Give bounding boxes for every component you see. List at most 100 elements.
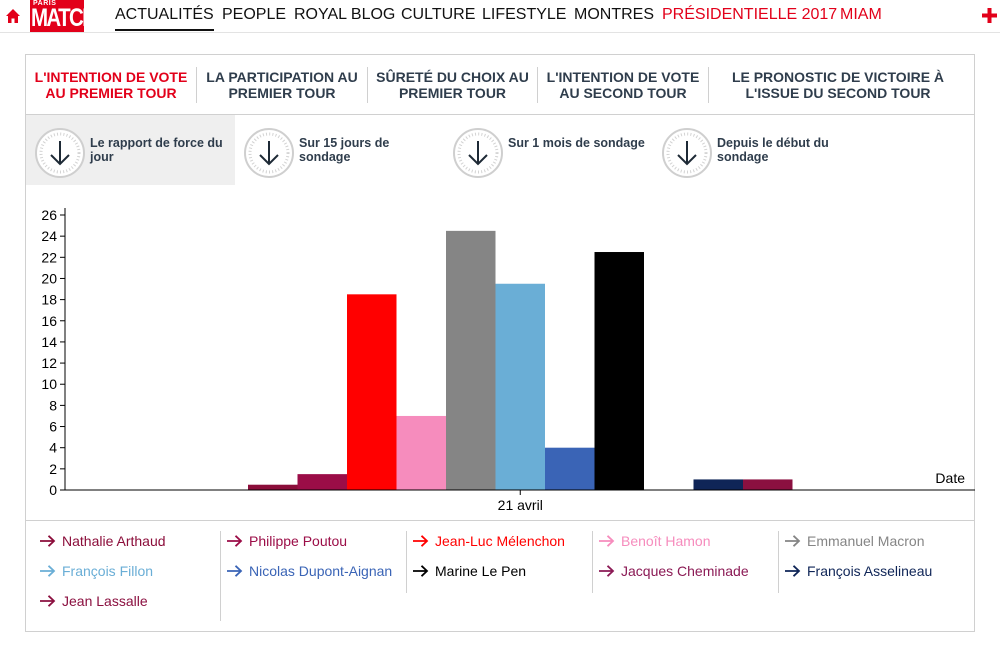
- clock-icon: [244, 128, 294, 178]
- logo-big-text: MATCH: [31, 4, 84, 32]
- arrow-right-icon: [599, 535, 615, 547]
- y-tick-label: 16: [41, 313, 57, 329]
- x-axis-title: Date: [935, 470, 965, 486]
- y-tick-label: 22: [41, 249, 57, 265]
- legend-divider: [220, 531, 221, 621]
- period-label-1-month: Sur 1 mois de sondage: [508, 136, 645, 150]
- nav-item-presidentielle-2017[interactable]: PRÉSIDENTIELLE 2017: [662, 6, 838, 23]
- plus-icon[interactable]: [981, 7, 998, 24]
- legend-label: Marine Le Pen: [435, 563, 527, 579]
- bar-jean-lassalle[interactable]: Jean Lassalle : 1: [743, 479, 793, 490]
- legend-label: Benoît Hamon: [621, 533, 711, 549]
- legend-item-emmanuel-macron[interactable]: Emmanuel Macron: [785, 533, 925, 549]
- bar-emmanuel-macron[interactable]: Emmanuel Macron : 24.5: [446, 230, 496, 490]
- bar-nicolas-dupont-aignan[interactable]: Nicolas Dupont-Aignan : 4: [545, 447, 595, 490]
- chart-legend: Nathalie Arthaud Philippe Poutou Jean-Luc …: [25, 520, 975, 632]
- y-tick-label: 0: [49, 482, 57, 498]
- arrow-right-icon: [40, 535, 56, 547]
- bar-benoit-hamon[interactable]: Benoît Hamon : 7: [396, 415, 447, 490]
- nav-item-culture[interactable]: CULTURE: [401, 6, 476, 23]
- clock-icon: [35, 128, 85, 178]
- period-button-today[interactable]: Le rapport de force du jour: [26, 115, 235, 185]
- legend-label: Jacques Cheminade: [621, 563, 749, 579]
- legend-label: François Fillon: [62, 563, 154, 579]
- legend-item-marine-le-pen[interactable]: Marine Le Pen: [413, 563, 526, 579]
- tab-participation-first-round[interactable]: LA PARTICIPATION AU PREMIER TOUR: [206, 69, 358, 101]
- y-tick-label: 26: [41, 207, 57, 223]
- legend-divider: [778, 531, 779, 593]
- legend-label: François Asselineau: [807, 563, 933, 579]
- legend-item-philippe-poutou[interactable]: Philippe Poutou: [227, 533, 347, 549]
- nav-item-lifestyle[interactable]: LIFESTYLE: [482, 6, 567, 23]
- legend-item-francois-fillon[interactable]: François Fillon: [40, 563, 153, 579]
- arrow-right-icon: [413, 565, 429, 577]
- bar-francois-asselineau[interactable]: François Asselineau : 1: [693, 479, 744, 490]
- poll-widget: L'INTENTION DE VOTE AU PREMIER TOUR LA P…: [25, 54, 975, 632]
- bar-nathalie-arthaud[interactable]: Nathalie Arthaud : 0.5: [248, 484, 298, 490]
- paris-match-logo[interactable]: PARIS MATCH: [30, 0, 84, 32]
- logo-small-text: PARIS: [33, 0, 57, 7]
- legend-label: Nicolas Dupont-Aignan: [249, 563, 393, 579]
- arrow-right-icon: [40, 565, 56, 577]
- legend-label: Nathalie Arthaud: [62, 533, 166, 549]
- nav-item-montres[interactable]: MONTRES: [574, 6, 654, 23]
- period-label-since-start: Depuis le début du sondage: [717, 136, 829, 164]
- legend-item-jean-lassalle[interactable]: Jean Lassalle: [40, 593, 148, 609]
- arrow-right-icon: [40, 595, 56, 607]
- tab-victory-forecast-second-round[interactable]: LE PRONOSTIC DE VICTOIRE À L'ISSUE DU SE…: [731, 69, 945, 101]
- y-tick-label: 12: [41, 355, 57, 371]
- nav-item-miam[interactable]: MIAM: [840, 6, 882, 23]
- y-tick-label: 24: [41, 228, 57, 244]
- bar-jean-luc-melenchon[interactable]: Jean-Luc Mélenchon : 18.5: [347, 294, 397, 490]
- legend-divider: [406, 531, 407, 593]
- legend-item-benoit-hamon[interactable]: Benoît Hamon: [599, 533, 711, 549]
- clock-icon: [662, 128, 712, 178]
- bar-francois-fillon[interactable]: François Fillon : 19.5: [495, 283, 546, 490]
- tab-choice-certainty-first-round[interactable]: SÛRETÉ DU CHOIX AU PREMIER TOUR: [376, 69, 529, 101]
- nav-item-people[interactable]: PEOPLE: [222, 6, 287, 23]
- y-tick-label: 10: [41, 376, 57, 392]
- period-label-15-days: Sur 15 jours de sondage: [299, 136, 390, 164]
- y-tick-label: 6: [49, 419, 57, 435]
- arrow-right-icon: [599, 565, 615, 577]
- y-tick-label: 18: [41, 292, 57, 308]
- x-tick-label: 21 avril: [498, 497, 543, 513]
- tab-divider: [367, 67, 368, 103]
- poll-tabs: L'INTENTION DE VOTE AU PREMIER TOUR LA P…: [26, 55, 974, 115]
- legend-divider: [592, 531, 593, 593]
- y-tick-label: 14: [41, 334, 57, 350]
- period-button-since-start[interactable]: Depuis le début du sondage: [653, 115, 862, 185]
- y-tick-label: 4: [49, 440, 57, 456]
- legend-item-nathalie-arthaud[interactable]: Nathalie Arthaud: [40, 533, 166, 549]
- legend-item-francois-asselineau[interactable]: François Asselineau: [785, 563, 932, 579]
- legend-label: Jean Lassalle: [62, 593, 148, 609]
- legend-item-nicolas-dupont-aignan[interactable]: Nicolas Dupont-Aignan: [227, 563, 392, 579]
- arrow-right-icon: [227, 565, 243, 577]
- legend-label: Emmanuel Macron: [807, 533, 925, 549]
- nav-item-royal-blog[interactable]: ROYAL BLOG: [294, 6, 396, 23]
- period-button-1-month[interactable]: Sur 1 mois de sondage: [444, 115, 653, 185]
- arrow-right-icon: [413, 535, 429, 547]
- arrow-right-icon: [785, 565, 801, 577]
- arrow-right-icon: [785, 535, 801, 547]
- tab-divider: [196, 67, 197, 103]
- legend-item-jacques-cheminade[interactable]: Jacques Cheminade: [599, 563, 749, 579]
- legend-item-jean-luc-melenchon[interactable]: Jean-Luc Mélenchon: [413, 533, 565, 549]
- period-button-15-days[interactable]: Sur 15 jours de sondage: [235, 115, 444, 185]
- tab-vote-intention-first-round[interactable]: L'INTENTION DE VOTE AU PREMIER TOUR: [34, 69, 188, 101]
- period-label-today: Le rapport de force du jour: [90, 136, 223, 164]
- bar-marine-le-pen[interactable]: Marine Le Pen : 22.5: [594, 252, 645, 490]
- bars: Nathalie Arthaud : 0.5Philippe Poutou : …: [248, 230, 793, 490]
- y-tick-label: 20: [41, 270, 57, 286]
- nav-item-actualites[interactable]: ACTUALITÉS: [115, 6, 214, 31]
- tab-divider: [537, 67, 538, 103]
- legend-label: Jean-Luc Mélenchon: [435, 533, 565, 549]
- top-navigation: PARIS MATCH ACTUALITÉS PEOPLE ROYAL BLOG…: [0, 0, 1000, 33]
- clock-icon: [453, 128, 503, 178]
- tab-vote-intention-second-round[interactable]: L'INTENTION DE VOTE AU SECOND TOUR: [546, 69, 700, 101]
- x-axis: 21 avril Date: [65, 470, 975, 513]
- bar-philippe-poutou[interactable]: Philippe Poutou : 1.5: [297, 474, 348, 490]
- home-icon[interactable]: [5, 8, 21, 24]
